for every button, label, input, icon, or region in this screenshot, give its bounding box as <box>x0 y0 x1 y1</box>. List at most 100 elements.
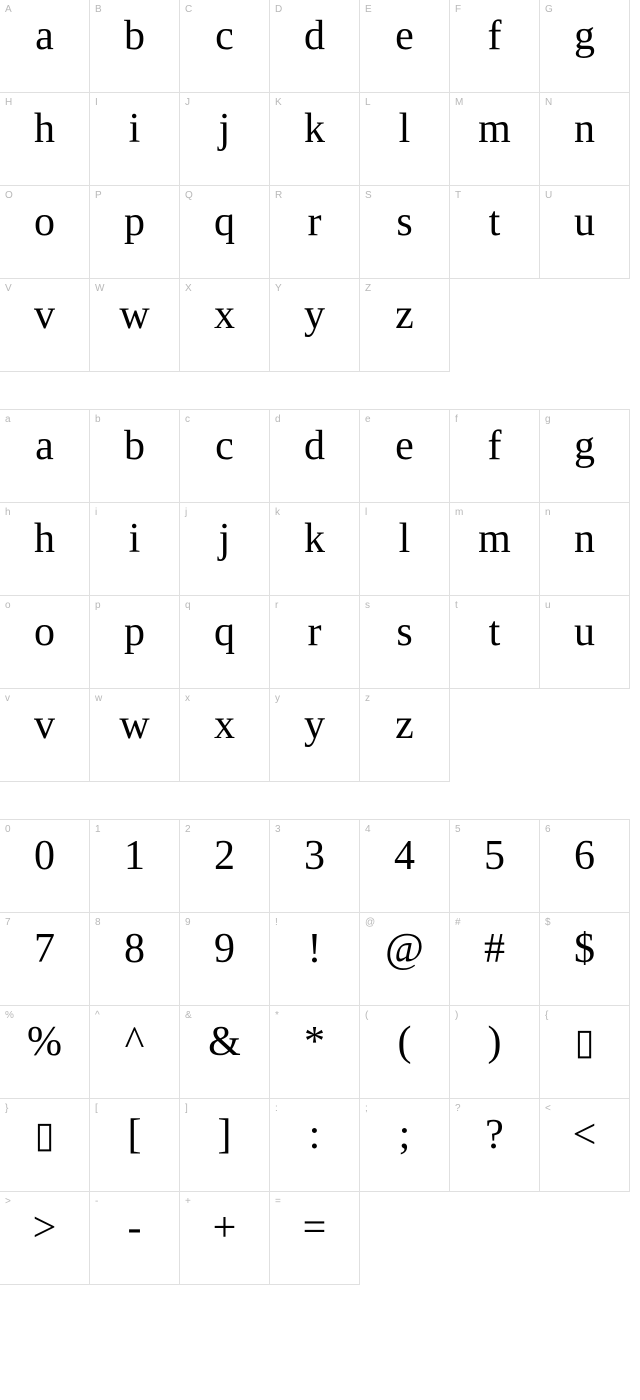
cell-glyph: 4 <box>360 826 449 886</box>
cell-glyph: v <box>0 285 89 345</box>
cell-glyph: q <box>180 192 269 252</box>
glyph-cell: hh <box>0 502 90 596</box>
cell-glyph: 5 <box>450 826 539 886</box>
glyph-cell: aa <box>0 409 90 503</box>
cell-glyph: = <box>270 1198 359 1258</box>
glyph-cell: yy <box>269 688 360 782</box>
cell-glyph: ? <box>450 1105 539 1165</box>
cell-glyph: @ <box>360 919 449 979</box>
cell-glyph: n <box>540 99 629 159</box>
cell-glyph: q <box>180 602 269 662</box>
cell-glyph: < <box>540 1105 629 1165</box>
cell-glyph: + <box>180 1198 269 1258</box>
glyph-cell: ll <box>359 502 450 596</box>
glyph-cell: }▯ <box>0 1098 90 1192</box>
cell-glyph: ) <box>450 1012 539 1072</box>
cell-glyph: ( <box>360 1012 449 1072</box>
glyph-cell: Nn <box>539 92 630 186</box>
cell-glyph: t <box>450 602 539 662</box>
cell-glyph: ▯ <box>540 1012 629 1072</box>
glyph-cell: oo <box>0 595 90 689</box>
glyph-cell: ?? <box>449 1098 540 1192</box>
cell-glyph: t <box>450 192 539 252</box>
glyph-cell: Hh <box>0 92 90 186</box>
cell-glyph: h <box>0 509 89 569</box>
glyph-cell: jj <box>179 502 270 596</box>
glyph-cell: ii <box>89 502 180 596</box>
cell-glyph: 1 <box>90 826 179 886</box>
cell-glyph: 8 <box>90 919 179 979</box>
cell-glyph: 2 <box>180 826 269 886</box>
cell-glyph: % <box>0 1012 89 1072</box>
cell-glyph: > <box>0 1198 89 1258</box>
glyph-cell: Gg <box>539 0 630 93</box>
glyph-cell: Xx <box>179 278 270 372</box>
cell-glyph: r <box>270 192 359 252</box>
glyph-cell: 77 <box>0 912 90 1006</box>
cell-glyph: 9 <box>180 919 269 979</box>
glyph-cell: mm <box>449 502 540 596</box>
cell-glyph: o <box>0 602 89 662</box>
cell-glyph: ! <box>270 919 359 979</box>
cell-glyph: i <box>90 509 179 569</box>
cell-glyph: l <box>360 99 449 159</box>
cell-glyph: a <box>0 6 89 66</box>
glyph-cell: 66 <box>539 819 630 913</box>
glyph-cell: $$ <box>539 912 630 1006</box>
cell-glyph: ^ <box>90 1012 179 1072</box>
cell-glyph: j <box>180 99 269 159</box>
glyph-cell: nn <box>539 502 630 596</box>
glyph-cell: 11 <box>89 819 180 913</box>
glyph-cell: gg <box>539 409 630 503</box>
cell-glyph: : <box>270 1105 359 1165</box>
cell-glyph: u <box>540 602 629 662</box>
glyph-cell: >> <box>0 1191 90 1285</box>
cell-glyph: e <box>360 6 449 66</box>
glyph-cell: 55 <box>449 819 540 913</box>
glyph-cell: Ll <box>359 92 450 186</box>
glyph-cell: [[ <box>89 1098 180 1192</box>
cell-glyph: d <box>270 6 359 66</box>
cell-glyph: w <box>90 695 179 755</box>
glyph-grid: aabbccddeeffgghhiijjkkllmmnnooppqqrrsstt… <box>0 410 640 782</box>
glyph-cell: ee <box>359 409 450 503</box>
glyph-cell: uu <box>539 595 630 689</box>
cell-glyph: p <box>90 602 179 662</box>
cell-glyph: b <box>90 416 179 476</box>
glyph-cell: !! <box>269 912 360 1006</box>
cell-glyph: f <box>450 416 539 476</box>
glyph-cell: -- <box>89 1191 180 1285</box>
section-uppercase: AaBbCcDdEeFfGgHhIiJjKkLlMmNnOoPpQqRrSsTt… <box>0 0 640 372</box>
glyph-cell: Aa <box>0 0 90 93</box>
glyph-cell: kk <box>269 502 360 596</box>
cell-glyph: y <box>270 285 359 345</box>
cell-glyph: a <box>0 416 89 476</box>
glyph-cell: Mm <box>449 92 540 186</box>
cell-glyph: b <box>90 6 179 66</box>
cell-glyph: g <box>540 6 629 66</box>
cell-glyph: ] <box>180 1105 269 1165</box>
glyph-cell: %% <box>0 1005 90 1099</box>
glyph-cell: << <box>539 1098 630 1192</box>
glyph-cell: ss <box>359 595 450 689</box>
glyph-cell: ff <box>449 409 540 503</box>
glyph-cell: Zz <box>359 278 450 372</box>
glyph-grid: AaBbCcDdEeFfGgHhIiJjKkLlMmNnOoPpQqRrSsTt… <box>0 0 640 372</box>
cell-glyph: n <box>540 509 629 569</box>
cell-glyph: $ <box>540 919 629 979</box>
glyph-cell: Vv <box>0 278 90 372</box>
glyph-cell: ww <box>89 688 180 782</box>
cell-glyph: j <box>180 509 269 569</box>
glyph-cell: Qq <box>179 185 270 279</box>
cell-glyph: - <box>90 1198 179 1258</box>
glyph-grid: 00112233445566778899!!@@##$$%%^^&&**(())… <box>0 820 640 1285</box>
glyph-cell: cc <box>179 409 270 503</box>
glyph-cell: Yy <box>269 278 360 372</box>
glyph-cell: 00 <box>0 819 90 913</box>
glyph-cell: 33 <box>269 819 360 913</box>
cell-glyph: o <box>0 192 89 252</box>
cell-glyph: w <box>90 285 179 345</box>
glyph-cell: Tt <box>449 185 540 279</box>
glyph-cell: 88 <box>89 912 180 1006</box>
cell-glyph: d <box>270 416 359 476</box>
